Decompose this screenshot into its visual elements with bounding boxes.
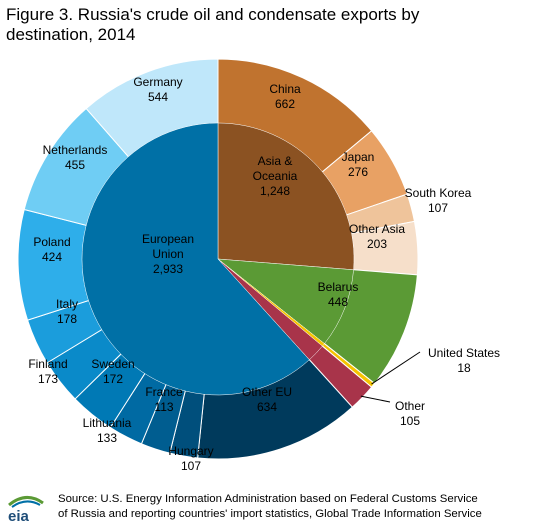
outer-label-lithuania: Lithuania 133 <box>83 416 132 445</box>
source-line2: of Russia and reporting countries' impor… <box>58 508 482 520</box>
outer-label-hungary: Hungary 107 <box>168 444 213 473</box>
inner-slice-asia-and-oceania <box>217 122 355 271</box>
leader-line-other <box>360 395 391 403</box>
outer-label-japan: Japan 276 <box>342 150 375 179</box>
outer-label-netherlands: Netherlands 455 <box>43 143 108 172</box>
chart-title-line1: Figure 3. Russia's crude oil and condens… <box>6 5 420 24</box>
eia-logo-icon <box>8 496 44 508</box>
source-note: Source: U.S. Energy Information Administ… <box>58 492 553 522</box>
inner-label-european-union: European Union 2,933 <box>142 232 194 276</box>
inner-slice-european-union <box>81 122 310 396</box>
leader-line-united-states <box>371 351 421 385</box>
chart-title: Figure 3. Russia's crude oil and condens… <box>6 5 551 45</box>
inner-slice-belarus <box>217 258 354 344</box>
outer-label-germany: Germany 544 <box>133 75 182 104</box>
outer-label-other: Other 105 <box>395 399 425 428</box>
outer-label-china: China 662 <box>269 82 301 111</box>
chart-title-line2: destination, 2014 <box>6 25 136 44</box>
outer-label-france: France 113 <box>145 385 183 414</box>
eia-logo-text: eia <box>8 508 29 525</box>
inner-label-asia-and-oceania: Asia & Oceania 1,248 <box>253 154 298 198</box>
outer-label-other-eu: Other EU 634 <box>242 385 292 414</box>
source-line1: Source: U.S. Energy Information Administ… <box>58 493 478 505</box>
outer-label-finland: Finland 173 <box>28 357 67 386</box>
outer-label-other-asia: Other Asia 203 <box>349 222 405 251</box>
outer-label-italy: Italy 178 <box>56 297 78 326</box>
outer-label-sweden: Sweden 172 <box>91 357 134 386</box>
outer-label-belarus: Belarus 448 <box>318 280 359 309</box>
outer-label-poland: Poland 424 <box>33 235 70 264</box>
outer-label-south-korea: South Korea 107 <box>405 186 472 215</box>
outer-label-united-states: United States 18 <box>428 346 500 375</box>
pie-chart: Asia & Oceania 1,248 European Union 2,933 Chin… <box>17 58 500 473</box>
